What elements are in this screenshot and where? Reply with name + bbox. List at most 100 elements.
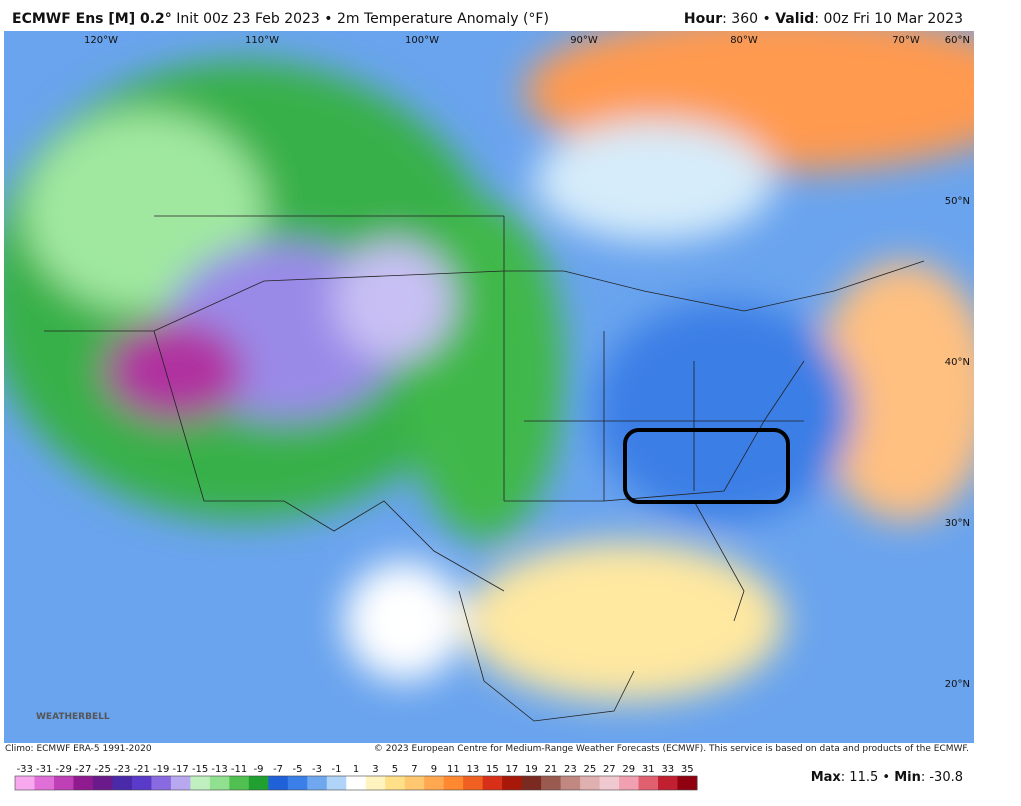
colorbar-label: 11 <box>447 764 460 775</box>
init: Init 00z 23 Feb 2023 • 2m Temperature An… <box>176 11 549 27</box>
climo: Climo: ECMWF ERA-5 1991-2020 <box>5 744 152 754</box>
color-swatch <box>287 776 308 790</box>
colorbar-label: 7 <box>411 764 417 775</box>
anomaly-field <box>4 31 974 743</box>
cool <box>534 121 774 241</box>
color-swatch <box>658 776 679 790</box>
colorbar-label: -23 <box>114 764 130 775</box>
colorbar-label: 9 <box>431 764 437 775</box>
color-swatch <box>229 776 250 790</box>
color-swatch <box>443 776 464 790</box>
color-swatch <box>677 776 698 790</box>
color-swatch <box>502 776 523 790</box>
border <box>504 331 805 502</box>
cold <box>334 241 454 361</box>
color-swatch <box>131 776 152 790</box>
colorbar-frame <box>14 775 698 791</box>
coast <box>458 500 745 722</box>
color-swatch <box>541 776 562 790</box>
color-swatch <box>365 776 386 790</box>
color-swatch <box>268 776 289 790</box>
highlight-box <box>623 428 790 504</box>
color-swatch <box>560 776 581 790</box>
colorbar-label: 35 <box>681 764 694 775</box>
warm <box>464 541 784 701</box>
lat-label: 40°N <box>945 357 970 368</box>
lat-label: 20°N <box>945 679 970 690</box>
color-swatch <box>463 776 484 790</box>
colorbar-label: 21 <box>544 764 557 775</box>
color-swatch <box>151 776 172 790</box>
color-swatch <box>190 776 211 790</box>
color-swatch <box>326 776 347 790</box>
colorbar-label: 3 <box>372 764 378 775</box>
colorbar-label: -17 <box>172 764 188 775</box>
colorbar-label: 19 <box>525 764 538 775</box>
colorbar-label: -33 <box>17 764 33 775</box>
color-swatch <box>619 776 640 790</box>
lat-label: 50°N <box>945 196 970 207</box>
cold <box>24 111 264 311</box>
neutral <box>344 561 464 681</box>
colorbar-label: -25 <box>95 764 111 775</box>
max-min: Max: 11.5 • Min: -30.8 <box>811 770 963 785</box>
colorbar-label: -27 <box>75 764 91 775</box>
coldest <box>104 321 244 421</box>
colorbar-label: -29 <box>56 764 72 775</box>
title: ECMWF Ens [M] 0.2° Init 00z 23 Feb 2023 … <box>12 11 549 27</box>
color-swatch <box>482 776 503 790</box>
valid-info: Hour: 360 • Valid: 00z Fri 10 Mar 2023 <box>684 11 963 27</box>
color-swatch <box>307 776 328 790</box>
lat-labels: 60°N 50°N 40°N 30°N 20°N <box>945 35 970 690</box>
colorbar-label: -15 <box>192 764 208 775</box>
border <box>44 260 925 332</box>
hour-label: Hour <box>683 11 723 27</box>
borders <box>44 215 925 722</box>
max: : 11.5 • <box>840 770 895 785</box>
color-swatch <box>404 776 425 790</box>
color-swatch <box>580 776 601 790</box>
color-swatch <box>248 776 269 790</box>
lat-label: 60°N <box>945 35 970 46</box>
lon-label: 110°W <box>245 35 279 46</box>
colorbar-label: 15 <box>486 764 499 775</box>
warm <box>814 261 974 521</box>
lon-label: 70°W <box>892 35 920 46</box>
lon-label: 100°W <box>405 35 439 46</box>
color-swatch <box>170 776 191 790</box>
colorbar-label: -13 <box>211 764 227 775</box>
lon-label: 120°W <box>84 35 118 46</box>
lon-labels: 120°W 110°W 100°W 90°W 80°W 70°W <box>84 35 920 46</box>
hour: : 360 • <box>722 11 776 27</box>
logo: WEATHERBELL <box>36 712 110 722</box>
valid: : 00z Fri 10 Mar 2023 <box>814 11 963 27</box>
color-swatch <box>92 776 113 790</box>
min: : -30.8 <box>920 770 963 785</box>
colorbar-label: 33 <box>661 764 674 775</box>
color-swatch <box>385 776 406 790</box>
colorbar-label: 13 <box>467 764 480 775</box>
colorbar-label: 29 <box>622 764 635 775</box>
colorbar-label: -7 <box>273 764 283 775</box>
colorbar-label: 27 <box>603 764 616 775</box>
colorbar-label: 5 <box>392 764 398 775</box>
cool <box>594 301 854 521</box>
border <box>153 215 505 592</box>
colorbar-label: -21 <box>133 764 149 775</box>
model: ECMWF Ens [M] 0.2° <box>12 11 172 27</box>
color-swatch <box>346 776 367 790</box>
colorbar-label: -9 <box>254 764 264 775</box>
max-label: Max <box>810 770 841 785</box>
colorbar-label: 23 <box>564 764 577 775</box>
color-swatch <box>53 776 74 790</box>
lat-label: 30°N <box>945 518 970 529</box>
colorbar-label: -19 <box>153 764 169 775</box>
color-swatch <box>521 776 542 790</box>
color-swatch <box>638 776 659 790</box>
copyright: © 2023 European Centre for Medium-Range … <box>373 744 969 754</box>
lon-label: 90°W <box>570 35 598 46</box>
color-swatch <box>112 776 133 790</box>
color-swatch <box>15 776 35 790</box>
colorbar-label: -5 <box>293 764 303 775</box>
